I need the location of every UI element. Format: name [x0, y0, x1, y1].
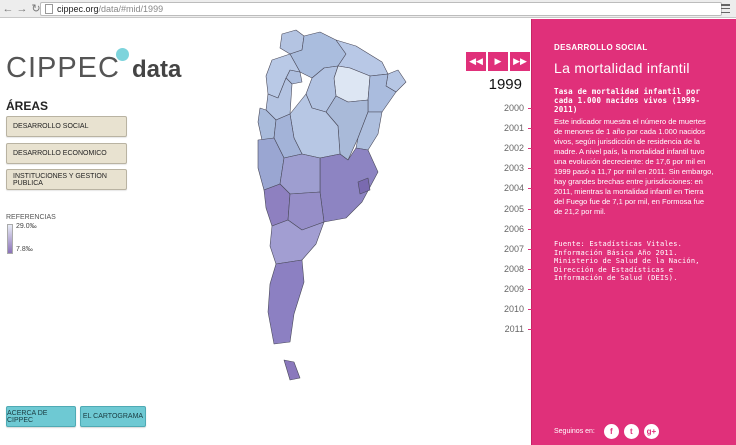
forward-arrow-icon[interactable]: → [16, 2, 28, 15]
province-la-pampa[interactable] [279, 153, 321, 195]
google-plus-icon[interactable]: g+ [643, 424, 659, 439]
year-2001[interactable]: 2001 [503, 123, 524, 134]
year-2005[interactable]: 2005 [503, 203, 524, 214]
year-tick-mark [528, 228, 532, 230]
year-2008[interactable]: 2008 [503, 263, 524, 274]
cippec-data-logo[interactable]: CIPPEC data [6, 48, 182, 85]
year-2003[interactable]: 2003 [503, 163, 524, 174]
year-tick-mark [528, 268, 532, 270]
year-tick-mark [528, 168, 532, 170]
argentina-choropleth-map [257, 29, 407, 381]
year-tick-mark [528, 128, 532, 130]
page-icon [45, 4, 53, 14]
logo-name: CIPPEC [6, 52, 120, 84]
panel-subtitle: Tasa de mortalidad infantil por cada 1.0… [554, 87, 701, 114]
province-santa-cruz[interactable] [267, 259, 305, 345]
year-2002[interactable]: 2002 [503, 143, 524, 154]
logo-suffix: data [131, 56, 182, 83]
logo-badge-icon [116, 48, 129, 61]
province-neuquen[interactable] [263, 183, 291, 227]
year-tick-mark [528, 208, 532, 210]
year-2000[interactable]: 2000 [503, 103, 524, 113]
rewind-icon[interactable]: ◀◀ [466, 52, 486, 71]
fast-forward-icon[interactable]: ▶▶ [510, 52, 530, 71]
legend-color-ramp [7, 224, 13, 254]
timeline-controls: ◀◀ ▶ ▶▶ [466, 52, 530, 71]
back-arrow-icon[interactable]: ← [2, 2, 14, 15]
reload-icon[interactable]: ↻ [31, 3, 41, 15]
browser-toolbar: ← → ↻ cippec.org/data/#mid/1999 [0, 0, 736, 18]
browser-menu-icon[interactable] [721, 4, 730, 13]
area-button-desarrollo-economico[interactable]: DESARROLLO ECONOMICO [6, 143, 127, 164]
selected-year: 1999 [488, 76, 522, 93]
province-caba[interactable] [357, 177, 371, 195]
year-tick-mark [528, 248, 532, 250]
area-button-desarrollo-social[interactable]: DESARROLLO SOCIAL [6, 116, 127, 137]
year-tick-mark [528, 329, 532, 331]
play-icon[interactable]: ▶ [488, 52, 508, 71]
year-tick-mark [528, 309, 532, 310]
cartogram-button[interactable]: EL CARTOGRAMA [80, 406, 146, 427]
province-tierra-del-fuego[interactable] [283, 359, 301, 381]
year-tick-mark [528, 148, 532, 150]
year-2004[interactable]: 2004 [503, 183, 524, 194]
url-path: /data/#mid/1999 [98, 4, 164, 14]
legend-title: REFERENCIAS [6, 214, 56, 221]
info-panel: DESARROLLO SOCIAL La mortalidad infantil… [531, 19, 736, 445]
social-links: Seguinos en: f t g+ [554, 424, 659, 439]
about-cippec-button[interactable]: ACERCA DE CIPPEC [6, 406, 76, 427]
year-2006[interactable]: 2006 [503, 223, 524, 234]
panel-title: La mortalidad infantil [554, 60, 690, 76]
panel-section: DESARROLLO SOCIAL [554, 43, 648, 52]
follow-label: Seguinos en: [554, 428, 595, 435]
legend-min-value: 29.0‰ [16, 223, 37, 230]
panel-source: Fuente: Estadísticas Vitales. Informació… [554, 240, 700, 282]
panel-description: Este indicador muestra el número de muer… [554, 117, 714, 216]
area-button-instituciones[interactable]: INSTITUCIONES Y GESTION PUBLICA [6, 169, 127, 190]
areas-heading: ÁREAS [6, 99, 49, 113]
province-chubut[interactable] [269, 219, 325, 265]
year-tick-mark [528, 108, 532, 109]
url-host: cippec.org [57, 4, 99, 14]
year-2011[interactable]: 2011 [504, 324, 524, 335]
address-bar[interactable]: cippec.org/data/#mid/1999 [40, 2, 722, 16]
facebook-icon[interactable]: f [603, 424, 619, 439]
year-2007[interactable]: 2007 [503, 243, 524, 254]
twitter-icon[interactable]: t [623, 424, 639, 439]
legend-max-value: 7.8‰ [16, 246, 33, 253]
year-tick-mark [528, 188, 532, 190]
year-2010[interactable]: 2010 [503, 304, 524, 314]
year-2009[interactable]: 2009 [503, 283, 524, 294]
year-tick-mark [528, 288, 532, 290]
